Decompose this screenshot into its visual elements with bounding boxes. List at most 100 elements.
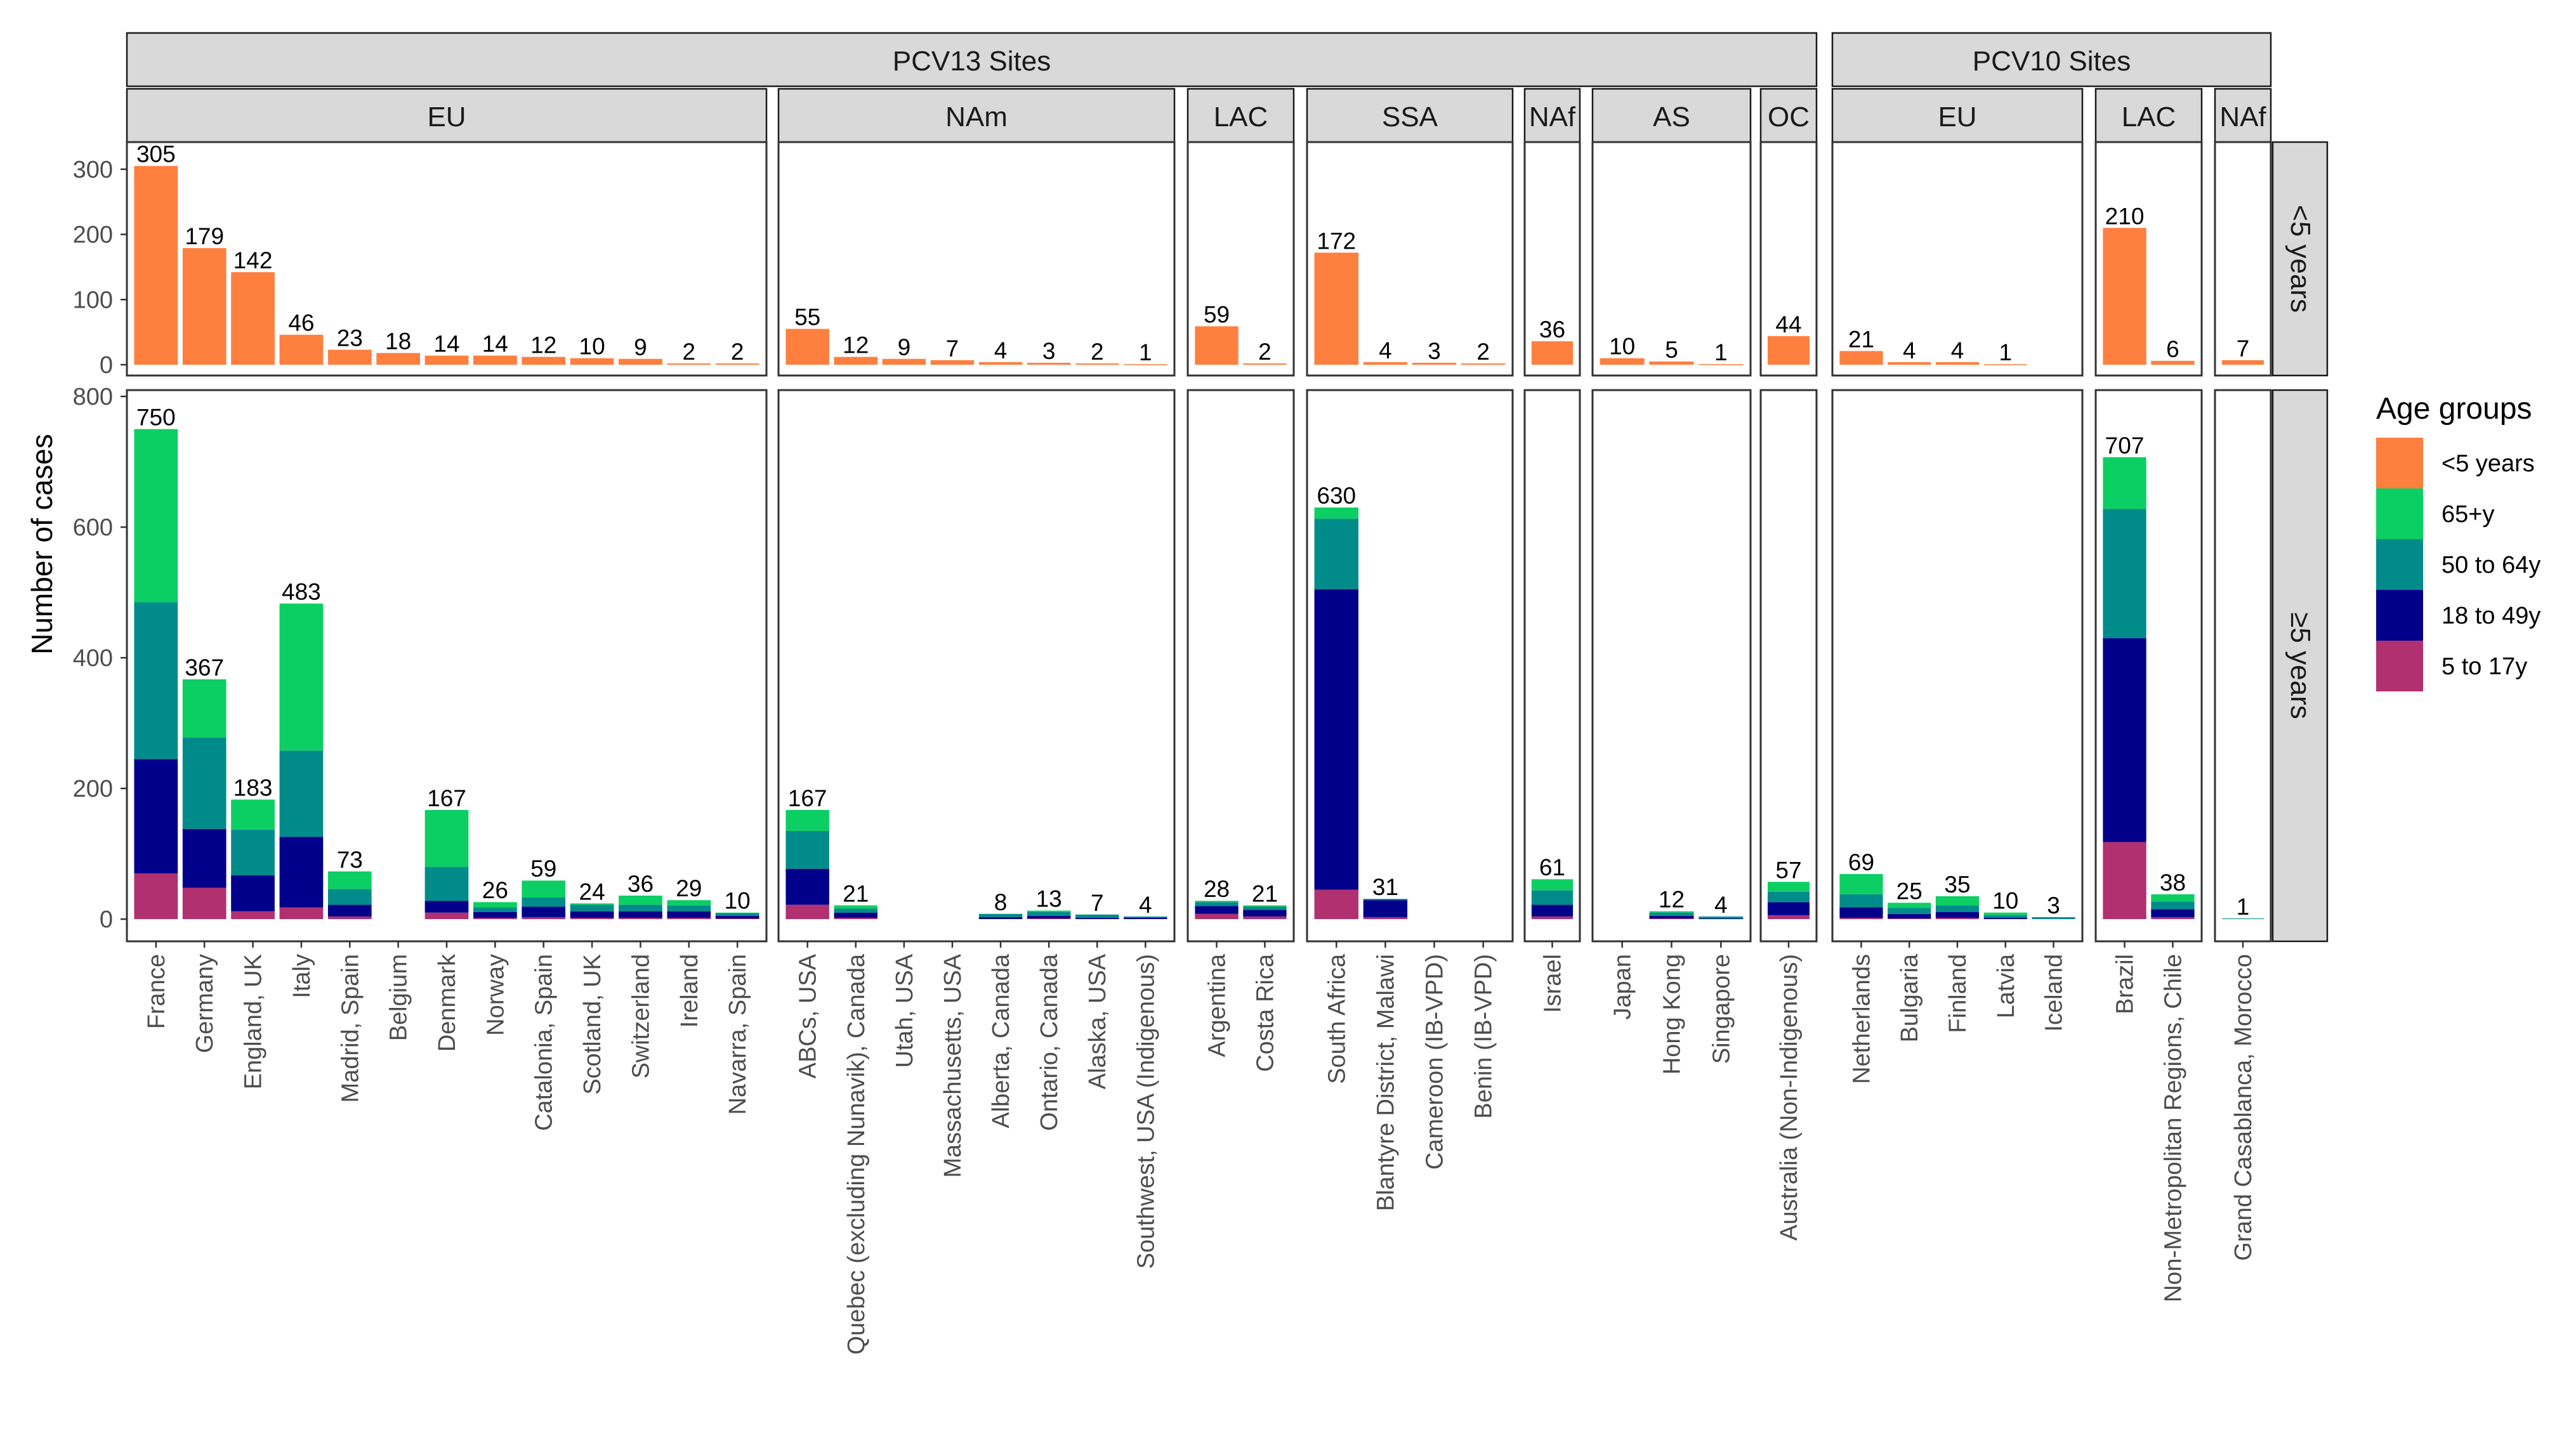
data-label-under5: 2: [683, 339, 696, 365]
y-tick-label-bottom: 0: [100, 906, 113, 933]
data-label-5plus: 36: [628, 871, 654, 897]
data-label-under5: 172: [1317, 228, 1356, 254]
y-tick-label-bottom: 400: [73, 645, 113, 672]
bar-segment-s65: [473, 902, 517, 908]
bar-under5: [376, 353, 420, 365]
bar-segment-s65: [424, 809, 469, 867]
region-strip-label: NAf: [2219, 101, 2266, 133]
bar-segment-s18: [1027, 915, 1071, 918]
panel-under5: [1831, 141, 2084, 377]
data-label-5plus: 59: [530, 856, 556, 882]
legend-label-s50: 50 to 64y: [2441, 552, 2540, 578]
bar-segment-s5: [1768, 915, 1810, 919]
data-label-under5: 46: [288, 310, 314, 336]
y-tick-label-top: 300: [73, 157, 113, 183]
data-label-under5: 1: [1714, 339, 1728, 365]
bar-segment-s18: [134, 759, 178, 873]
bar-segment-s5: [2103, 842, 2146, 919]
bar-segment-s50: [1027, 912, 1071, 916]
data-label-under5: 4: [994, 337, 1008, 363]
data-label-5plus: 12: [1659, 887, 1685, 913]
data-label-5plus: 750: [136, 405, 176, 431]
bar-segment-s50: [1531, 890, 1574, 905]
panel-5plus: [1186, 389, 1295, 943]
bar-segment-s65: [1243, 905, 1287, 907]
x-tick-label: Iceland: [2041, 954, 2068, 1032]
data-label-under5: 210: [2105, 203, 2145, 229]
bar-segment-s50: [2103, 509, 2146, 639]
x-tick-label: Australia (Non-Indigenous): [1776, 954, 1803, 1241]
data-label-5plus: 483: [282, 579, 321, 605]
bar-segment-s65: [1027, 910, 1071, 912]
x-tick-label: Massachusetts, USA: [940, 953, 966, 1177]
data-label-under5: 14: [482, 331, 508, 357]
bar-under5: [785, 329, 829, 365]
data-label-5plus: 13: [1036, 886, 1062, 912]
data-label-5plus: 61: [1539, 854, 1565, 880]
bar-under5: [570, 358, 614, 365]
bar-under5: [279, 334, 324, 365]
bar-segment-s50: [424, 866, 469, 901]
bar-segment-s50: [1649, 912, 1694, 916]
bar-segment-s5: [1888, 918, 1931, 919]
bar-segment-s5: [473, 917, 517, 919]
bar-segment-s18: [1649, 915, 1694, 918]
region-strip: [1759, 88, 1818, 143]
y-axes: 0 100 200 300 0 200 400 600 800: [73, 157, 127, 933]
bar-segment-s50: [1888, 908, 1931, 914]
data-label-5plus: 167: [788, 785, 827, 811]
data-label-under5: 14: [433, 331, 459, 357]
bar-under5: [522, 356, 566, 365]
bar-segment-s50: [522, 898, 566, 907]
data-label-5plus: 28: [1204, 876, 1230, 902]
bar-under5: [1412, 362, 1457, 365]
x-tick-label: Finland: [1945, 954, 1971, 1033]
data-label-5plus: 4: [1139, 892, 1152, 918]
x-tick-label: Belgium: [386, 954, 412, 1041]
bar-segment-s65: [667, 900, 711, 906]
data-label-under5: 179: [185, 223, 224, 249]
bar-under5: [1768, 336, 1810, 365]
data-label-5plus: 1: [2237, 894, 2250, 920]
data-label-5plus: 21: [1252, 880, 1278, 906]
y-tick-label-bottom: 600: [73, 514, 113, 541]
bar-segment-s50: [715, 913, 759, 916]
bar-segment-s65: [134, 429, 178, 603]
x-tick-label: Japan: [1610, 954, 1636, 1020]
panel-5plus: [1831, 389, 2084, 943]
data-label-under5: 23: [337, 325, 363, 351]
bar-segment-s50: [1075, 914, 1119, 918]
x-tick-label: Switzerland: [628, 954, 654, 1078]
bar-segment-s5: [1935, 917, 1980, 919]
legend-swatch-s18: [2376, 590, 2423, 641]
x-tick-label: Utah, USA: [891, 953, 918, 1068]
bar-segment-s18: [667, 911, 711, 918]
legend-title: Age groups: [2376, 392, 2532, 426]
bar-segment-s50: [1243, 906, 1287, 910]
bar-segment-s65: [2151, 894, 2195, 902]
data-label-under5: 7: [2237, 336, 2250, 362]
bar-under5: [1983, 363, 2027, 365]
facet-strips: PCV13 Sites PCV10 Sites <5 years ≥5 years EU…: [126, 32, 2329, 943]
x-tick-label: Italy: [289, 954, 315, 998]
row-strip: [2271, 141, 2329, 377]
x-tick-label: Denmark: [434, 953, 461, 1052]
bar-segment-s50: [1983, 915, 2027, 918]
x-tick-label: France: [143, 954, 170, 1029]
bar-under5: [2222, 360, 2264, 365]
bar-segment-s50: [570, 905, 614, 912]
bar-segment-s5: [619, 917, 662, 919]
bar-segment-s18: [1768, 902, 1810, 915]
bar-segment-s50: [182, 737, 227, 829]
bar-under5: [1124, 363, 1167, 365]
bar-segment-s50: [279, 750, 324, 837]
bar-segment-s65: [1935, 896, 1980, 906]
x-tick-label: Singapore: [1708, 954, 1735, 1064]
x-tick-label: Grand Casablanca, Morocco: [2230, 954, 2257, 1261]
data-label-under5: 36: [1539, 317, 1565, 343]
bar-segment-s65: [1649, 911, 1694, 913]
x-tick-label: Cameroon (IB-VPD): [1422, 954, 1449, 1170]
row-strip: [2271, 389, 2329, 943]
